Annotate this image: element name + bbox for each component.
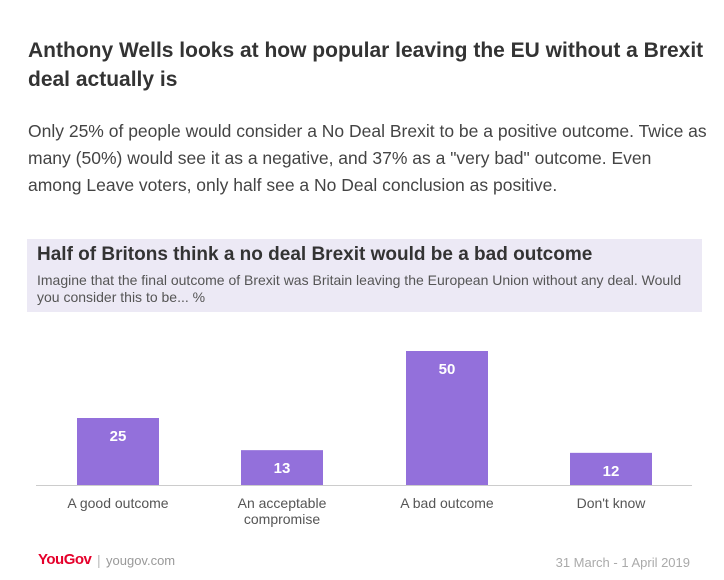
bar: [77, 418, 159, 485]
article-lede: Only 25% of people would consider a No D…: [28, 121, 707, 195]
fieldwork-date: 31 March - 1 April 2019: [555, 555, 690, 570]
data-label: 13: [274, 460, 291, 477]
footer-url[interactable]: yougov.com: [106, 553, 176, 568]
yougov-logo: YouGov: [38, 551, 92, 568]
bar: [406, 351, 488, 485]
chart-subtitle: Imagine that the final outcome of Brexit…: [37, 272, 682, 305]
chart-title: Half of Britons think a no deal Brexit w…: [37, 244, 593, 265]
data-label: 25: [110, 428, 127, 445]
bar: [241, 450, 323, 485]
data-label: 12: [603, 463, 620, 480]
article-headline: Anthony Wells looks at how popular leavi…: [28, 39, 704, 91]
data-label: 50: [439, 361, 456, 378]
bar: [570, 452, 652, 485]
chart-header: Half of Britons think a no deal Brexit w…: [27, 239, 702, 312]
category-label-compromise: An acceptable compromise: [237, 495, 327, 527]
footer-separator: |: [97, 552, 101, 568]
category-label-good: A good outcome: [67, 495, 169, 511]
category-label-bad: A bad outcome: [400, 495, 494, 511]
category-label-dont-know: Don't know: [576, 495, 646, 511]
